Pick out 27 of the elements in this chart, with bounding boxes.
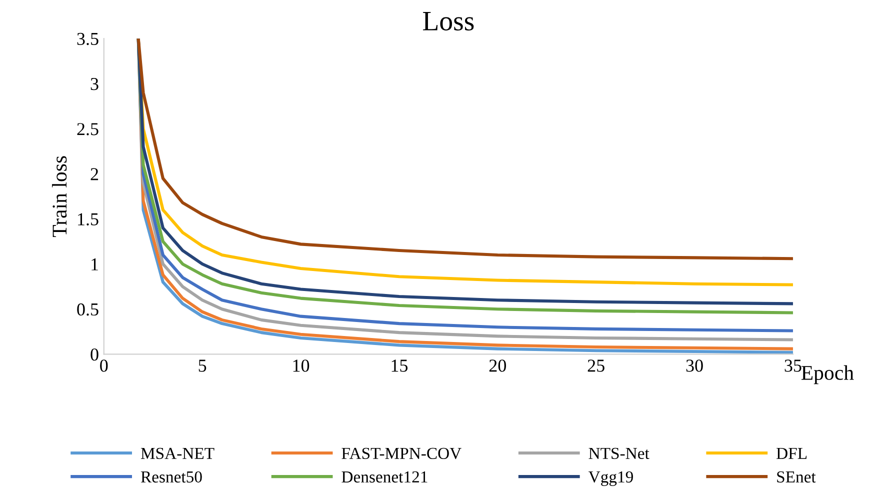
legend-label: Densenet121 bbox=[342, 471, 428, 483]
x-tick-label: 25 bbox=[588, 360, 604, 372]
x-tick-label: 20 bbox=[489, 360, 506, 372]
y-tick-label: 1 bbox=[92, 258, 98, 270]
y-tick-label: 2.5 bbox=[77, 123, 98, 136]
chart-title: Loss bbox=[423, 12, 474, 31]
y-tick-label: 2 bbox=[90, 168, 98, 180]
legend-label: FAST-MPN-COV bbox=[342, 448, 462, 460]
legend-label: SEnet bbox=[777, 471, 816, 483]
x-tick-label: 30 bbox=[686, 360, 703, 372]
legend-label: Vgg19 bbox=[588, 471, 633, 486]
y-axis-title: Train loss bbox=[52, 156, 67, 238]
x-axis-title: Epoch bbox=[801, 365, 854, 384]
y-tick-label: 0 bbox=[90, 348, 98, 361]
legend-label: NTS-Net bbox=[588, 448, 650, 460]
legend-label: MSA-NET bbox=[140, 448, 214, 460]
y-tick-label: 3 bbox=[90, 78, 98, 90]
x-tick-label: 10 bbox=[293, 360, 310, 372]
legend-label: Resnet50 bbox=[140, 471, 202, 483]
y-tick-label: 0.5 bbox=[77, 303, 98, 316]
y-tick-label: 3.5 bbox=[77, 32, 98, 46]
y-tick-label: 1.5 bbox=[78, 213, 98, 226]
x-tick-label: 0 bbox=[100, 360, 108, 372]
x-tick-label: 5 bbox=[198, 360, 206, 372]
x-tick-label: 35 bbox=[784, 360, 802, 372]
legend-label: DFL bbox=[776, 448, 807, 459]
x-tick-label: 15 bbox=[392, 360, 408, 372]
